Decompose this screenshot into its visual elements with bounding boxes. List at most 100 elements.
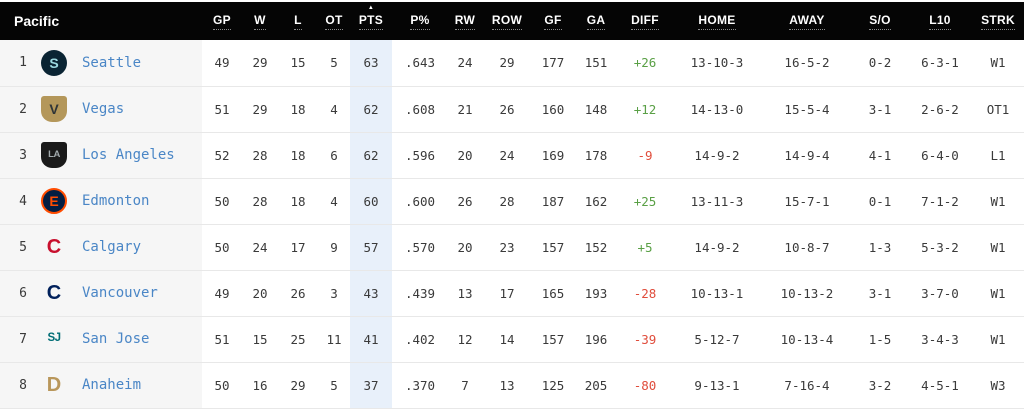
col-header-pts[interactable]: ▲ PTS xyxy=(350,2,392,40)
cell-diff: +25 xyxy=(633,193,657,209)
col-header-diff[interactable]: DIFF xyxy=(618,2,672,40)
team-link-vegas[interactable]: Vegas xyxy=(82,101,125,117)
col-header-so[interactable]: S/O xyxy=(852,2,908,40)
cell-strk: L1 xyxy=(990,147,1006,163)
cell-row: 17 xyxy=(499,285,515,301)
cell-l: 26 xyxy=(290,285,306,301)
cell-gp: 49 xyxy=(214,285,230,301)
col-header-ga[interactable]: GA xyxy=(574,2,618,40)
col-header-row[interactable]: ROW xyxy=(482,2,532,40)
cell-l: 17 xyxy=(290,239,306,255)
col-header-gp[interactable]: GP xyxy=(202,2,242,40)
vancouver-logo-icon[interactable]: C xyxy=(46,282,62,304)
cell-away: 14-9-4 xyxy=(784,147,830,163)
san-jose-logo-icon[interactable]: SJ xyxy=(47,332,61,345)
cell-strk: W1 xyxy=(990,55,1006,71)
los-angeles-logo-icon[interactable]: LA xyxy=(41,142,67,168)
cell-gp: 52 xyxy=(214,147,230,163)
cell-w: 28 xyxy=(252,193,268,209)
cell-ga: 148 xyxy=(584,101,608,117)
team-link-los-angeles[interactable]: Los Angeles xyxy=(82,147,175,163)
col-header-l[interactable]: L xyxy=(278,2,318,40)
cell-home: 13-11-3 xyxy=(690,193,744,209)
calgary-logo-icon[interactable]: C xyxy=(46,236,62,258)
team-cell: 2 V Vegas xyxy=(0,86,202,132)
cell-pts: 37 xyxy=(350,362,392,408)
team-link-san-jose[interactable]: San Jose xyxy=(82,331,150,347)
cell-ot: 3 xyxy=(330,285,338,301)
cell-ot: 4 xyxy=(330,193,338,209)
standings-body: 1 S Seattle 49 29 15 5 63.643 24 29 177 151 +26 13-10… xyxy=(0,40,1024,408)
cell-gf: 157 xyxy=(541,331,565,347)
team-cell: 4 E Edmonton xyxy=(0,178,202,224)
col-header-gf[interactable]: GF xyxy=(532,2,574,40)
cell-pts: 62 xyxy=(350,132,392,178)
anaheim-logo-icon[interactable]: D xyxy=(46,374,62,396)
team-rank: 6 xyxy=(19,285,27,301)
cell-ga: 193 xyxy=(584,285,608,301)
cell-rw: 20 xyxy=(457,147,473,163)
cell-so: 3-1 xyxy=(868,101,892,117)
col-header-ot[interactable]: OT xyxy=(318,2,350,40)
cell-ot: 5 xyxy=(330,55,338,71)
col-header-away[interactable]: AWAY xyxy=(762,2,852,40)
cell-strk: W1 xyxy=(990,285,1006,301)
col-header-rw[interactable]: RW xyxy=(448,2,482,40)
division-header[interactable]: Pacific xyxy=(0,2,202,40)
cell-home: 13-10-3 xyxy=(690,55,744,71)
col-header-pctg[interactable]: P% xyxy=(392,2,448,40)
cell-w: 16 xyxy=(252,377,268,393)
cell-pts: 57 xyxy=(350,224,392,270)
col-header-label: PTS xyxy=(358,13,384,30)
cell-home: 14-9-2 xyxy=(694,239,740,255)
cell-strk: W1 xyxy=(990,331,1006,347)
team-link-vancouver[interactable]: Vancouver xyxy=(82,285,158,301)
team-link-edmonton[interactable]: Edmonton xyxy=(82,193,150,209)
cell-so: 1-3 xyxy=(868,239,892,255)
col-header-strk[interactable]: STRK xyxy=(972,2,1024,40)
col-header-l10[interactable]: L10 xyxy=(908,2,972,40)
seattle-logo-icon[interactable]: S xyxy=(41,49,67,76)
team-row-san-jose: 7 SJ San Jose 51 15 25 11 41 .402 12 14 157 196 -39 5-… xyxy=(0,316,1024,362)
cell-rw: 26 xyxy=(457,193,473,209)
cell-w: 24 xyxy=(252,239,268,255)
cell-diff: +26 xyxy=(633,55,657,71)
team-row-seattle: 1 S Seattle 49 29 15 5 63 .643 24 29 177 151 +26 13-10… xyxy=(0,40,1024,86)
cell-row: 29 xyxy=(499,55,515,71)
team-rank: 4 xyxy=(19,193,27,209)
col-header-home[interactable]: HOME xyxy=(672,2,762,40)
team-cell: 1 S Seattle xyxy=(0,40,202,86)
vegas-logo-icon[interactable]: V xyxy=(41,96,67,122)
team-link-seattle[interactable]: Seattle xyxy=(82,54,142,71)
cell-ga: 196 xyxy=(584,331,608,347)
cell-so: 0-2 xyxy=(868,55,892,71)
cell-gf: 157 xyxy=(541,239,565,255)
cell-w: 29 xyxy=(252,101,268,117)
team-link-calgary[interactable]: Calgary xyxy=(82,239,142,255)
team-rank: 3 xyxy=(19,147,27,163)
cell-w: 29 xyxy=(252,55,268,71)
cell-gf: 187 xyxy=(541,193,565,209)
team-link-anaheim[interactable]: Anaheim xyxy=(82,377,142,393)
col-header-label: STRK xyxy=(981,13,1015,30)
cell-l10: 2-6-2 xyxy=(921,101,959,117)
cell-away: 7-16-4 xyxy=(784,377,830,393)
col-header-label: W xyxy=(254,13,266,30)
standings-header-row: Pacific GP W L OT ▲ PTS P% RW ROW GF GA DIFF HOME AWA… xyxy=(0,2,1024,40)
edmonton-logo-icon[interactable]: E xyxy=(41,188,67,214)
cell-so: 3-1 xyxy=(868,285,892,301)
cell-l: 29 xyxy=(290,377,306,393)
team-cell: 6 C Vancouver xyxy=(0,270,202,316)
cell-pts: 43 xyxy=(350,270,392,316)
cell-gf: 169 xyxy=(541,147,565,163)
cell-pctg: .370 xyxy=(404,377,436,393)
cell-home: 5-12-7 xyxy=(694,331,740,347)
cell-rw: 12 xyxy=(457,331,473,347)
team-rank: 5 xyxy=(19,239,27,255)
cell-gf: 177 xyxy=(541,55,565,71)
col-header-w[interactable]: W xyxy=(242,2,278,40)
cell-ot: 4 xyxy=(330,101,338,117)
cell-ot: 6 xyxy=(330,147,338,163)
cell-pctg: .643 xyxy=(404,55,436,71)
cell-ga: 162 xyxy=(584,193,608,209)
